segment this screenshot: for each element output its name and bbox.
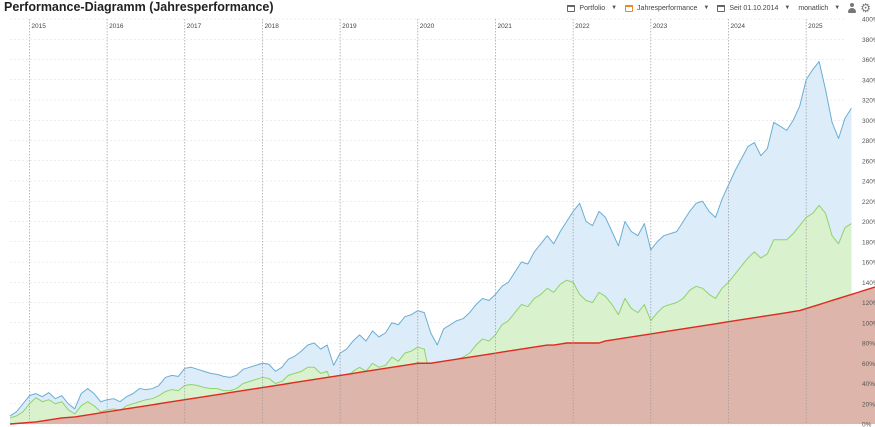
y-tick-label: 40% <box>862 381 875 388</box>
y-tick-label: 260% <box>862 158 875 165</box>
portfolio-label: Portfolio <box>579 4 606 12</box>
year-label: 2023 <box>653 23 668 30</box>
interval-label: monatlich <box>798 4 829 12</box>
year-label: 2024 <box>730 23 745 30</box>
y-tick-label: 220% <box>862 199 875 206</box>
portfolio-selector[interactable]: Portfolio ▼ <box>567 4 618 12</box>
period-selector[interactable]: Seit 01.10.2014 ▼ <box>717 4 791 12</box>
chart-areas <box>9 61 875 425</box>
chevron-down-icon: ▼ <box>834 5 841 11</box>
chevron-down-icon: ▼ <box>611 5 618 11</box>
interval-selector[interactable]: monatlich ▼ <box>798 5 840 12</box>
person-icon[interactable] <box>848 3 857 13</box>
toolbar: Portfolio ▼ Jahresperformance ▼ Seit 01.… <box>559 1 871 15</box>
y-tick-label: 240% <box>862 179 875 186</box>
y-tick-label: 200% <box>862 219 875 226</box>
series-red-area <box>10 287 875 424</box>
y-tick-label: 0% <box>862 422 872 427</box>
year-label: 2015 <box>31 23 46 30</box>
view-selector[interactable]: Jahresperformance ▼ <box>625 4 710 12</box>
calendar-icon <box>717 4 726 12</box>
y-tick-label: 120% <box>862 300 875 307</box>
gear-icon[interactable]: ⚙ <box>860 1 871 15</box>
y-tick-label: 320% <box>862 98 875 105</box>
y-tick-label: 280% <box>862 138 875 145</box>
year-label: 2019 <box>342 23 357 30</box>
series-red-line <box>9 286 875 425</box>
y-tick-label: 140% <box>862 280 875 287</box>
y-tick-label: 80% <box>862 341 875 348</box>
year-label: 2020 <box>420 23 435 30</box>
y-tick-label: 180% <box>862 239 875 246</box>
portfolio-icon <box>567 4 576 12</box>
chevron-down-icon: ▼ <box>784 5 791 11</box>
y-tick-label: 360% <box>862 57 875 64</box>
view-label: Jahresperformance <box>637 4 698 12</box>
year-label: 2016 <box>109 23 124 30</box>
y-tick-label: 340% <box>862 77 875 84</box>
year-label: 2022 <box>575 23 590 30</box>
year-label: 2017 <box>187 23 202 30</box>
year-markers: 2015 2016 2017 2018 2019 2020 2021 2022 2023 2024… <box>29 19 823 424</box>
y-tick-label: 160% <box>862 260 875 267</box>
y-tick-label: 380% <box>862 37 875 44</box>
period-label: Seit 01.10.2014 <box>729 4 779 12</box>
page-title: Performance-Diagramm (Jahresperformance) <box>4 0 274 14</box>
year-label: 2025 <box>808 23 823 30</box>
y-tick-label: 100% <box>862 320 875 327</box>
chevron-down-icon: ▼ <box>703 5 710 11</box>
y-tick-label: 400% <box>862 17 875 24</box>
year-label: 2018 <box>264 23 279 30</box>
y-axis-ticks: 0% 20% 40% 60% 80% 100% 120% 140% 160% 180% 200% 22… <box>862 17 875 427</box>
view-icon <box>625 4 634 12</box>
y-tick-label: 60% <box>862 361 875 368</box>
y-tick-label: 300% <box>862 118 875 125</box>
year-label: 2021 <box>497 23 512 30</box>
series-blue-line <box>9 61 852 417</box>
y-tick-label: 20% <box>862 401 875 408</box>
